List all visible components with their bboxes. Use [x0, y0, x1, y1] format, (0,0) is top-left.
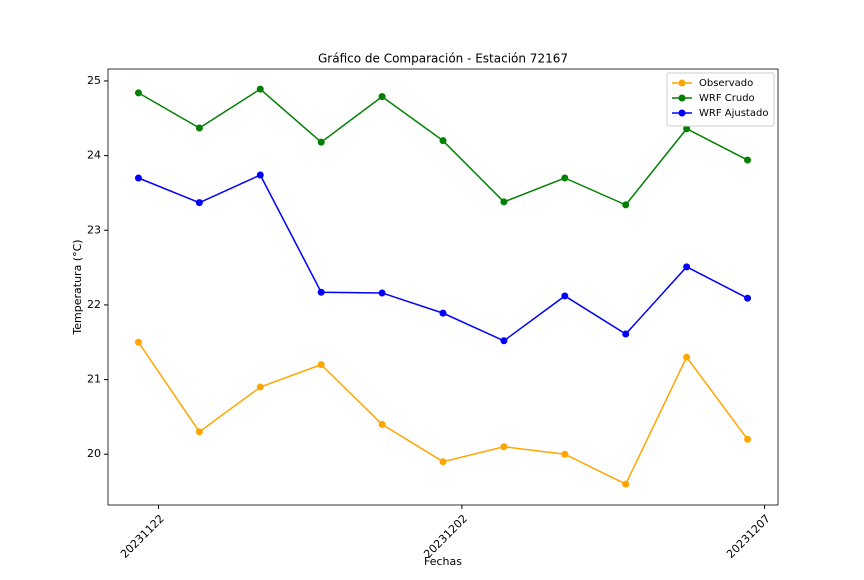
data-point [195, 124, 203, 132]
data-point [683, 125, 691, 133]
legend: Observado WRF Crudo WRF Ajustado [666, 72, 775, 127]
data-point [195, 428, 203, 436]
legend-label: Observado [699, 78, 753, 89]
data-point [744, 294, 752, 302]
data-point [561, 292, 569, 300]
legend-label: WRF Ajustado [699, 108, 768, 119]
data-point [317, 288, 325, 296]
data-point [317, 361, 325, 369]
series-line [138, 88, 748, 206]
x-axis-label: Fechas [424, 555, 462, 568]
legend-marker [678, 109, 686, 117]
data-point [622, 201, 630, 209]
x-tick-label: 20231207 [724, 512, 773, 561]
data-point [439, 137, 447, 145]
data-point [134, 174, 142, 182]
y-tick-label: 20 [87, 447, 101, 460]
legend-marker [678, 94, 686, 102]
chart-title: Gráfico de Comparación - Estación 72167 [318, 52, 568, 66]
x-tick-label: 20231202 [421, 512, 470, 561]
data-point [256, 85, 264, 93]
data-point [195, 199, 203, 207]
data-point [134, 89, 142, 97]
data-point [134, 338, 142, 346]
plot-frame [107, 68, 779, 506]
data-point [256, 171, 264, 179]
data-point [622, 330, 630, 338]
data-point [439, 458, 447, 466]
data-point [439, 309, 447, 317]
data-point [500, 337, 508, 345]
data-point [683, 263, 691, 271]
data-point [622, 480, 630, 488]
data-point [561, 450, 569, 458]
y-axis-label: Temperatura (°C) [71, 239, 84, 335]
data-point [500, 443, 508, 451]
data-point [561, 174, 569, 182]
legend-marker [678, 79, 686, 87]
data-point [378, 289, 386, 297]
y-tick-label: 22 [87, 298, 101, 311]
legend-frame [666, 72, 775, 127]
data-point [378, 420, 386, 428]
data-point [744, 435, 752, 443]
x-tick-label: 20231122 [118, 512, 167, 561]
y-tick-label: 25 [87, 74, 101, 87]
y-tick-label: 24 [87, 149, 101, 162]
legend-label: WRF Crudo [699, 93, 755, 104]
data-point [683, 353, 691, 361]
data-point [256, 383, 264, 391]
data-point [317, 138, 325, 146]
y-tick-label: 23 [87, 223, 101, 236]
data-point [500, 198, 508, 206]
y-tick-label: 21 [87, 373, 101, 386]
data-point [378, 93, 386, 101]
data-point [744, 156, 752, 164]
